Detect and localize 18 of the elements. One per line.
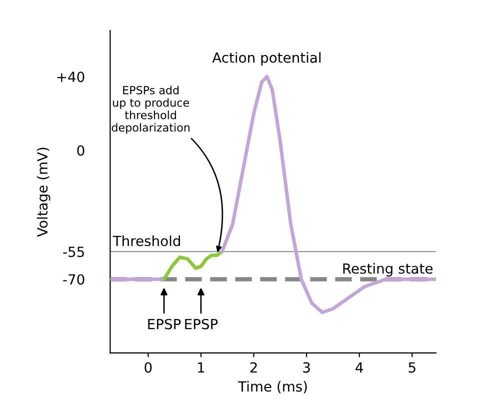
x-tick-label: 3 — [303, 362, 310, 373]
x-tick-label: 5 — [408, 362, 416, 373]
y-axis-title: Voltage (mV) — [36, 148, 50, 237]
x-tick-label: 4 — [356, 362, 363, 372]
annotation: EPSP — [185, 318, 218, 330]
annotation: Action potential — [212, 52, 321, 66]
x-tick-label: 1 — [198, 362, 204, 372]
annotation: EPSPs add up to produce threshold depolarization — [112, 86, 190, 134]
annotation: EPSP — [148, 318, 181, 330]
x-tick-label: 2 — [250, 362, 257, 372]
y-tick-label: -55 — [63, 246, 84, 258]
ref-line-label: Threshold — [112, 235, 180, 246]
y-tick-label: +40 — [57, 72, 84, 82]
ref-line-label: Resting state — [343, 263, 433, 276]
x-tick-label: 0 — [144, 362, 152, 373]
x-axis-title: Time (ms) — [238, 380, 307, 394]
y-tick-label: -70 — [63, 274, 84, 285]
y-tick-label: 0 — [77, 145, 84, 156]
